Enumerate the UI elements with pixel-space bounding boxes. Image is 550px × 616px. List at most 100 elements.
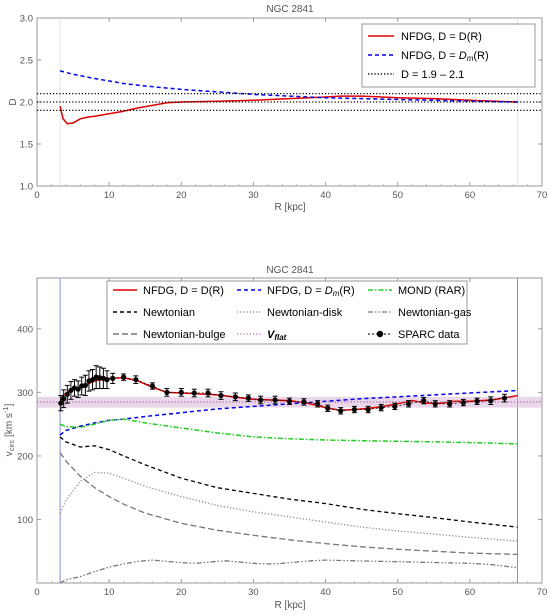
bottom-plot-frame xyxy=(36,277,543,584)
top-legend-label-nfdg-d: NFDG, D = D(R) xyxy=(401,31,482,43)
bottom-xtick-label: 40 xyxy=(320,587,331,598)
sparc-data-point xyxy=(315,401,321,407)
bottom-axis-ticks: 0 10 20 30 40 50 60 70 100 200 300 400 xyxy=(17,278,547,598)
sparc-data-point xyxy=(301,399,307,405)
top-ytick-label: 3.0 xyxy=(20,14,33,25)
sparc-data-point xyxy=(89,377,96,383)
bottom-series-2-line xyxy=(59,418,518,445)
top-ytick-label: 1.5 xyxy=(20,140,33,151)
bottom-y-axis-label: vcirc [km s-1] xyxy=(1,403,16,456)
legend-label-newtonian-disk: Newtonian-disk xyxy=(267,307,343,319)
bottom-legend-box xyxy=(106,280,468,345)
legend-label-nfdg-dm: NFDG, D = Dm(R) xyxy=(267,285,355,298)
bottom-xtick-label: 50 xyxy=(392,587,403,598)
sparc-data-point xyxy=(325,405,331,411)
bottom-xtick-label: 20 xyxy=(176,587,187,598)
sparc-data-point xyxy=(120,374,127,380)
bottom-plot-area xyxy=(37,278,542,583)
legend-label-newtonian: Newtonian xyxy=(143,307,195,319)
sparc-data-point xyxy=(474,398,480,404)
top-xtick-label: 20 xyxy=(176,190,187,201)
bottom-legend: NFDG, D = D(R) NFDG, D = Dm(R) MOND (RAR… xyxy=(106,280,472,345)
sparc-data-point xyxy=(286,398,293,404)
bottom-series-5-line xyxy=(59,559,518,583)
sparc-data-point xyxy=(378,405,384,411)
sparc-data-point xyxy=(405,401,412,407)
top-axis-ticks: 0 10 20 30 40 50 60 70 1.0 1.5 2.0 2.5 3.0 xyxy=(20,14,548,202)
sparc-data-point xyxy=(178,389,184,395)
top-legend: NFDG, D = D(R) NFDG, D = Dm(R) D = 1.9 –… xyxy=(361,23,536,88)
sparc-data-point xyxy=(104,377,110,383)
top-xtick-label: 70 xyxy=(537,190,548,201)
sparc-data-point xyxy=(245,395,251,401)
sparc-data-point xyxy=(460,399,466,406)
top-chart-title: NGC 2841 xyxy=(266,4,314,15)
bottom-series-4-line xyxy=(59,471,518,542)
top-xtick-label: 60 xyxy=(465,190,476,201)
bottom-x-axis-label: R [kpc] xyxy=(274,600,305,611)
sparc-data-point xyxy=(82,382,88,388)
legend-label-nfdg-d: NFDG, D = D(R) xyxy=(143,285,224,297)
top-y-axis-label: D xyxy=(8,98,19,105)
sparc-data-point xyxy=(110,375,116,381)
top-ytick-label: 2.5 xyxy=(20,56,33,67)
top-xtick-label: 40 xyxy=(320,190,331,201)
bottom-ytick-label: 300 xyxy=(17,388,33,399)
sparc-data-point xyxy=(61,396,67,402)
top-xtick-label: 0 xyxy=(34,190,39,201)
top-plot-area xyxy=(37,18,542,186)
bottom-series-1-line xyxy=(59,389,518,436)
bottom-xtick-label: 30 xyxy=(248,587,259,598)
sparc-data-point xyxy=(338,408,344,414)
bottom-series-3-line xyxy=(59,436,518,528)
sparc-data-point xyxy=(392,403,398,409)
legend-label-vflat: Vflat xyxy=(267,329,287,342)
legend-label-newtonian-bulge: Newtonian-bulge xyxy=(143,329,226,341)
sparc-data-point xyxy=(351,406,358,413)
sparc-data-point xyxy=(258,397,264,403)
sparc-data-point xyxy=(149,383,156,389)
bottom-series-6-line xyxy=(59,452,518,556)
sparc-data-point xyxy=(232,394,238,400)
sparc-data-point xyxy=(64,391,70,397)
sparc-data-point xyxy=(421,398,427,404)
sparc-data-point xyxy=(488,398,494,404)
sparc-data-point xyxy=(58,400,64,406)
bottom-series-8-points xyxy=(58,365,508,415)
top-legend-label-drange: D = 1.9 – 2.1 xyxy=(401,69,464,81)
bottom-ytick-label: 400 xyxy=(17,324,33,335)
sparc-data-point xyxy=(133,377,139,383)
sparc-data-point xyxy=(191,390,197,396)
sparc-data-point xyxy=(272,397,278,403)
bottom-chart-title: NGC 2841 xyxy=(266,265,314,276)
legend-swatch-sparc-marker xyxy=(376,330,384,338)
top-legend-label-nfdg-dm: NFDG, D = Dm(R) xyxy=(401,50,489,63)
sparc-data-point xyxy=(218,392,224,399)
sparc-data-point xyxy=(75,386,81,392)
top-ytick-label: 1.0 xyxy=(20,182,33,193)
sparc-data-point xyxy=(68,387,74,394)
legend-label-sparc: SPARC data xyxy=(398,329,460,341)
bottom-xtick-label: 60 xyxy=(465,587,476,598)
sparc-data-point xyxy=(447,401,453,407)
legend-label-mond: MOND (RAR) xyxy=(398,285,465,297)
top-x-axis-label: R [kpc] xyxy=(274,202,305,213)
sparc-data-point xyxy=(501,395,508,401)
top-xtick-label: 50 xyxy=(392,190,403,201)
top-series-0-line xyxy=(59,95,518,125)
bottom-xtick-label: 0 xyxy=(34,587,39,598)
legend-label-newtonian-gas: Newtonian-gas xyxy=(398,307,472,319)
top-series-1-line xyxy=(59,70,518,103)
sparc-data-point xyxy=(365,406,371,413)
bottom-ytick-label: 200 xyxy=(17,451,33,462)
top-xtick-label: 30 xyxy=(248,190,259,201)
sparc-data-point xyxy=(432,401,438,407)
bottom-ytick-label: 100 xyxy=(17,515,33,526)
sparc-data-point xyxy=(205,390,211,396)
bottom-xtick-label: 10 xyxy=(104,587,115,598)
sparc-data-point xyxy=(164,389,170,395)
top-xtick-label: 10 xyxy=(104,190,115,201)
bottom-xtick-label: 70 xyxy=(537,587,548,598)
top-ytick-label: 2.0 xyxy=(20,98,33,109)
